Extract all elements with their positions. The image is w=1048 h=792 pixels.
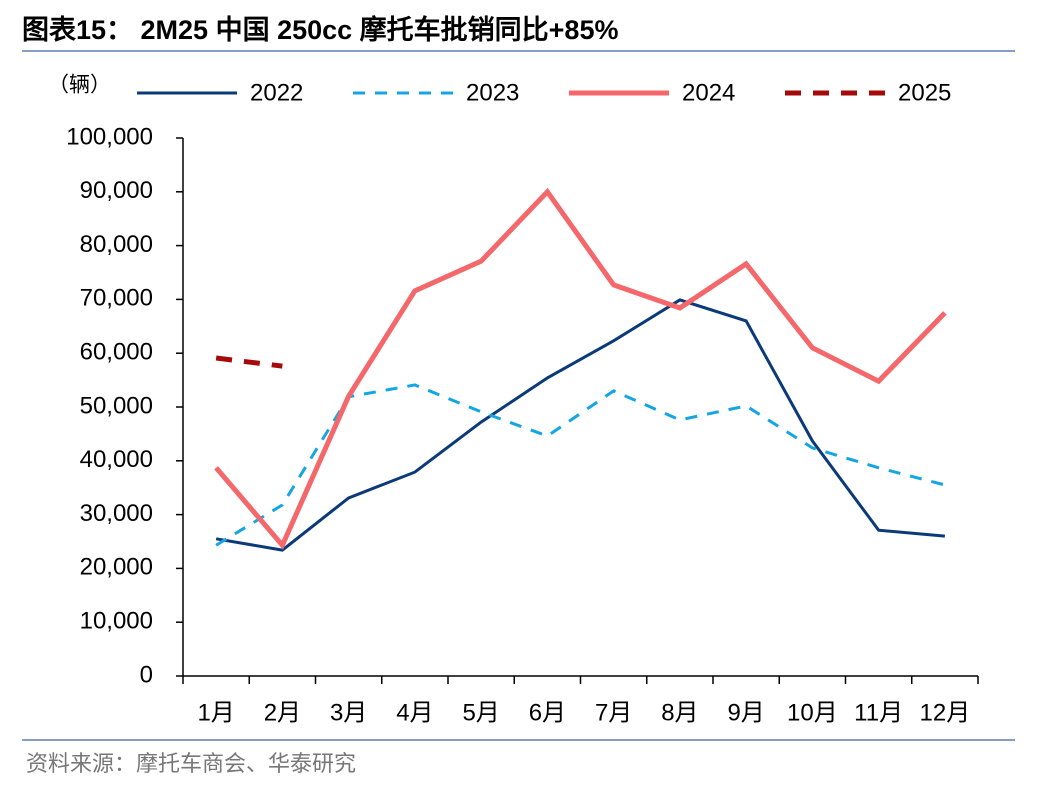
series-line	[215, 383, 946, 547]
x-tick-label: 4月	[396, 699, 433, 726]
x-tick-label: 8月	[661, 699, 698, 726]
series-line	[214, 187, 947, 550]
series-line	[215, 298, 946, 552]
y-tick-label: 10,000	[80, 608, 153, 635]
x-tick-label: 1月	[197, 699, 234, 726]
legend-label: 2022	[250, 79, 303, 106]
x-tick-label: 9月	[727, 699, 764, 726]
y-tick-label: 50,000	[80, 392, 153, 419]
y-tick-label: 90,000	[80, 177, 153, 204]
x-tick-label: 6月	[529, 699, 566, 726]
x-tick-label: 12月	[920, 699, 971, 726]
series-line	[215, 355, 283, 369]
y-tick-label: 0	[140, 661, 153, 688]
y-tick-label: 60,000	[80, 339, 153, 366]
source: 资料来源：摩托车商会、华泰研究	[26, 751, 356, 776]
x-tick-label: 2月	[264, 699, 301, 726]
legend-label: 2025	[898, 79, 951, 106]
x-tick-label: 3月	[330, 699, 367, 726]
legend-label: 2023	[466, 79, 519, 106]
y-tick-label: 30,000	[80, 500, 153, 527]
y-tick-label: 100,000	[66, 123, 153, 150]
y-tick-label: 80,000	[80, 231, 153, 258]
y-tick-label: 40,000	[80, 446, 153, 473]
x-tick-label: 7月	[595, 699, 632, 726]
y-tick-label: 20,000	[80, 554, 153, 581]
y-axis-label: （辆）	[48, 74, 111, 97]
chart-title: 图表15： 2M25 中国 250cc 摩托车批销同比+85%	[22, 14, 618, 45]
x-tick-label: 5月	[462, 699, 499, 726]
x-tick-label: 11月	[854, 699, 903, 726]
x-tick-label: 10月	[787, 699, 838, 726]
legend-label: 2024	[682, 79, 735, 106]
y-tick-label: 70,000	[80, 285, 153, 312]
